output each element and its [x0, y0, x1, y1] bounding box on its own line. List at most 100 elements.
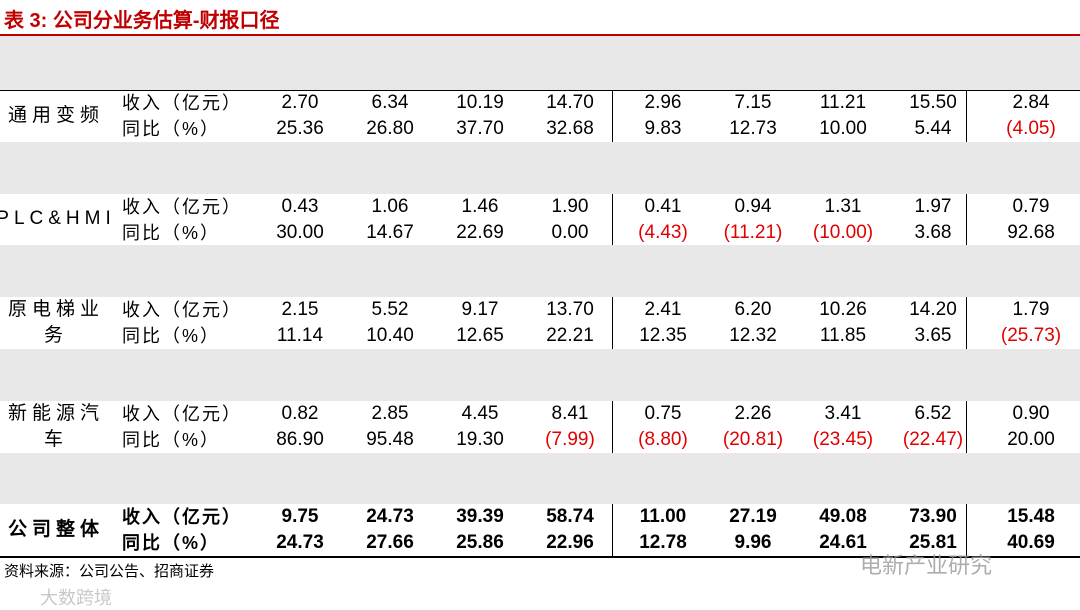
cell-value: 5.44	[914, 117, 952, 139]
cell-value: 2.70	[281, 92, 319, 113]
cell-value: (22.47)	[902, 428, 964, 450]
cell-value: 11.00	[639, 506, 687, 528]
cell-value: (4.05)	[1006, 117, 1056, 139]
segment-name: 公司整体	[7, 519, 104, 541]
cell-value: 14.70	[546, 92, 594, 113]
cell-value: 10.19	[456, 92, 504, 113]
rule	[0, 556, 1080, 559]
cell-value: 27.19	[729, 506, 777, 528]
cell-value: 7.15	[734, 92, 772, 113]
cell-value: 0.00	[551, 221, 589, 243]
cell-value: 12.35	[639, 325, 687, 347]
cell-value: 2.26	[734, 402, 772, 424]
row-label: 收入（亿元）	[122, 196, 242, 217]
cell-value: 3.68	[914, 221, 952, 243]
cell-value: 0.94	[734, 195, 772, 217]
cell-value: (11.21)	[723, 221, 783, 243]
cell-value: 3.41	[824, 402, 862, 424]
cell-value: 2.85	[371, 402, 409, 424]
cell-value: 27.66	[366, 532, 414, 554]
header-band	[0, 36, 1080, 90]
cell-value: 0.82	[281, 402, 319, 424]
row-label: 收入（亿元）	[122, 300, 242, 321]
cell-value: 8.41	[551, 402, 589, 424]
cell-value: 12.32	[729, 325, 777, 347]
cell-value: 14.20	[909, 299, 957, 321]
cell-value: 58.74	[546, 506, 594, 528]
cell-value: 0.79	[1012, 195, 1050, 217]
cell-value: 32.68	[546, 117, 594, 139]
row-label: 收入（亿元）	[122, 403, 242, 424]
cell-value: 6.34	[371, 92, 409, 113]
row-label: 同比（%）	[122, 533, 221, 554]
cell-value: 30.00	[276, 221, 324, 243]
row-band	[0, 141, 1080, 194]
cell-value: 26.80	[366, 117, 414, 139]
cell-value: (25.73)	[1000, 325, 1062, 347]
cell-value: 10.40	[366, 325, 414, 347]
cell-value: (20.81)	[722, 428, 784, 450]
row-band	[0, 349, 1080, 401]
cell-value: 15.50	[909, 92, 957, 113]
cell-value: 5.52	[371, 299, 409, 321]
row-band	[0, 245, 1080, 298]
cell-value: 22.69	[456, 221, 504, 243]
row-label: 收入（亿元）	[122, 93, 242, 113]
cell-value: 49.08	[819, 506, 867, 528]
cell-value: 0.75	[644, 402, 682, 424]
cell-value: 1.46	[461, 195, 499, 217]
cell-value: 4.45	[461, 402, 499, 424]
cell-value: 25.86	[456, 532, 504, 554]
cell-value: 12.78	[639, 532, 687, 554]
cell-value: 24.73	[366, 506, 414, 528]
cell-value: 0.90	[1012, 402, 1050, 424]
cell-value: 86.90	[276, 428, 324, 450]
cell-value: 1.06	[371, 195, 409, 217]
cell-value: 92.68	[1007, 221, 1055, 243]
cell-value: 10.26	[819, 299, 867, 321]
cell-value: 1.90	[551, 195, 589, 217]
cell-value: 25.81	[909, 532, 957, 554]
cell-value: 6.52	[914, 402, 952, 424]
cell-value: 2.84	[1012, 92, 1050, 113]
cell-value: 40.69	[1007, 532, 1055, 554]
watermark: 大数跨境	[40, 588, 112, 608]
cell-value: 22.96	[546, 532, 594, 554]
cell-value: (4.43)	[638, 221, 688, 243]
cell-value: 0.41	[644, 195, 682, 217]
cell-value: 11.14	[276, 325, 324, 347]
row-label: 收入（亿元）	[122, 507, 242, 528]
cell-value: 12.73	[729, 117, 777, 139]
segment-name: 通用变频	[7, 104, 104, 126]
row-label: 同比（%）	[122, 222, 221, 243]
cell-value: 1.31	[824, 195, 862, 217]
cell-value: 37.70	[456, 117, 504, 139]
cell-value: 25.36	[276, 117, 324, 139]
cell-value: 95.48	[366, 428, 414, 450]
cell-value: (23.45)	[812, 428, 874, 450]
cell-value: 11.85	[819, 325, 867, 347]
cell-value: 20.00	[1007, 428, 1055, 450]
cell-value: (7.99)	[545, 428, 595, 450]
cell-value: 9.17	[461, 299, 499, 321]
cell-value: (8.80)	[638, 428, 688, 450]
cell-value: 15.48	[1007, 506, 1055, 528]
cell-value: 73.90	[909, 506, 957, 528]
cell-value: 0.43	[281, 195, 319, 217]
cell-value: 14.67	[366, 221, 414, 243]
cell-value: 19.30	[456, 428, 504, 450]
cell-value: 11.21	[819, 92, 867, 113]
cell-value: 9.83	[644, 117, 682, 139]
cell-value: 10.00	[819, 117, 867, 139]
row-label: 同比（%）	[122, 429, 221, 450]
cell-value: 6.20	[734, 299, 772, 321]
cell-value: 1.79	[1012, 299, 1050, 321]
cell-value: (10.00)	[812, 221, 874, 243]
cell-value: 9.75	[281, 506, 319, 528]
watermark: 电新产业研究	[860, 553, 993, 578]
cell-value: 1.97	[914, 195, 952, 217]
cell-value: 24.73	[276, 532, 324, 554]
cell-value: 24.61	[819, 532, 867, 554]
cell-value: 2.96	[644, 92, 682, 113]
